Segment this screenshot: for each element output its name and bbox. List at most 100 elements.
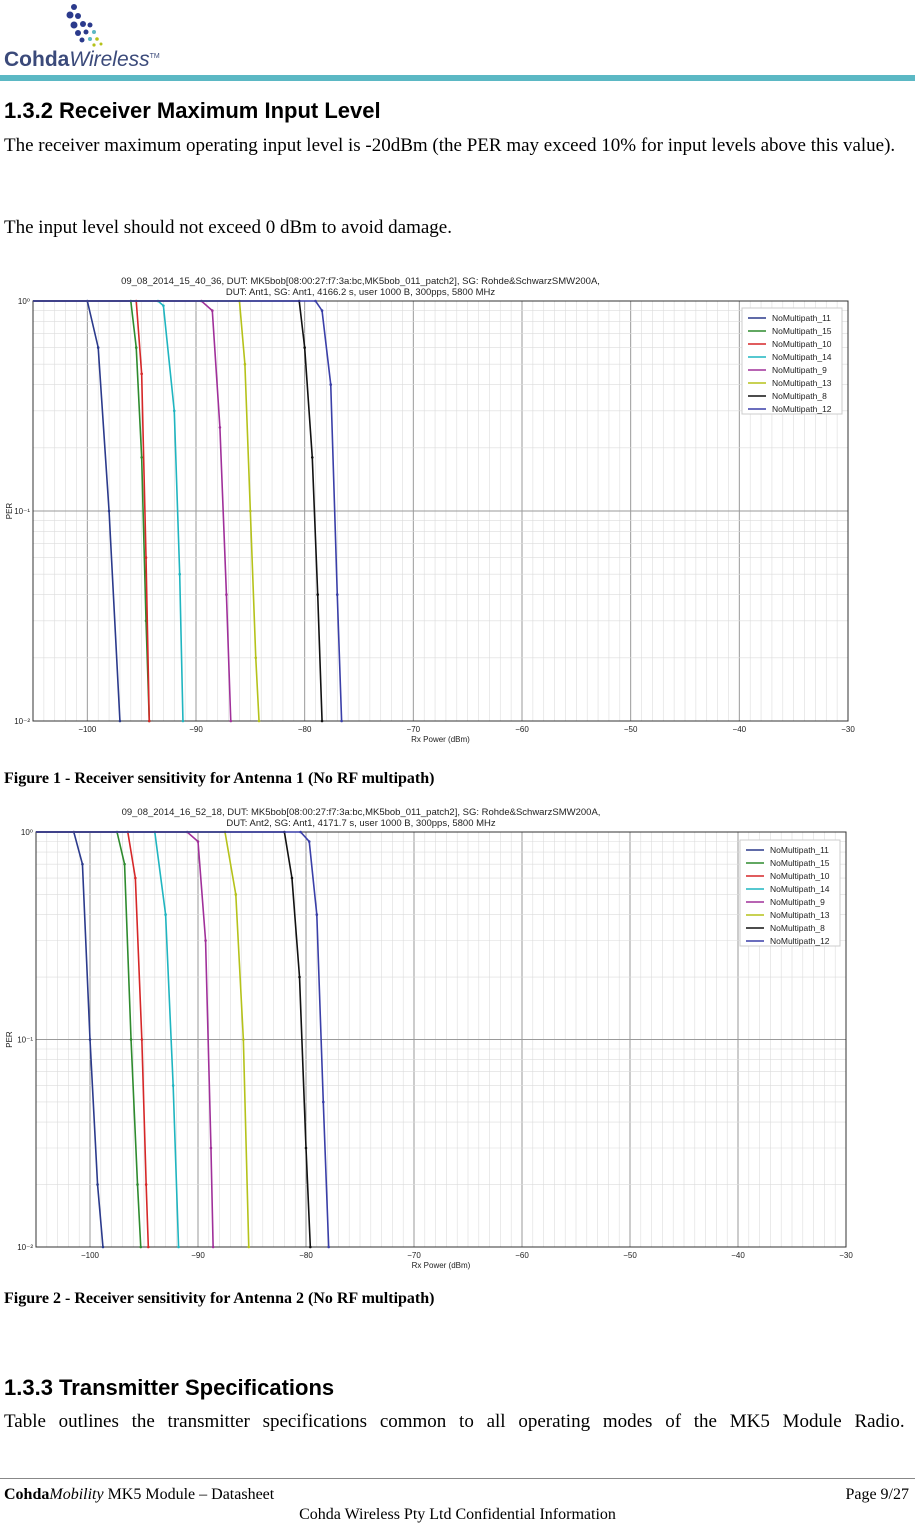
data-point-NoMultipath_15 [123, 863, 126, 866]
data-point-NoMultipath_12 [321, 309, 324, 312]
data-point-NoMultipath_14 [173, 410, 176, 413]
data-point-NoMultipath_9 [225, 593, 228, 596]
y-axis-label: PER [5, 503, 14, 520]
data-point-NoMultipath_15 [130, 1038, 133, 1041]
section-heading-receiver: 1.3.2 Receiver Maximum Input Level [4, 98, 381, 124]
data-point-NoMultipath_9 [212, 1246, 215, 1249]
footer-doc-title: CohdaMobility MK5 Module – Datasheet [4, 1486, 274, 1504]
data-point-NoMultipath_8 [298, 976, 301, 979]
data-point-NoMultipath_15 [136, 1183, 139, 1186]
y-tick-label: 10⁻¹ [17, 1036, 33, 1045]
legend-label: NoMultipath_11 [772, 313, 831, 323]
x-axis-label: Rx Power (dBm) [411, 735, 470, 744]
data-point-NoMultipath_13 [249, 510, 252, 513]
data-point-NoMultipath_12 [322, 1101, 325, 1104]
paragraph-transmitter: Table outlines the transmitter specifica… [4, 1408, 907, 1436]
legend-label: NoMultipath_9 [772, 365, 827, 375]
data-point-NoMultipath_13 [258, 720, 261, 723]
y-tick-label: 10⁻² [14, 717, 30, 726]
data-point-NoMultipath_8 [311, 456, 314, 459]
data-point-NoMultipath_12 [336, 593, 339, 596]
logo-wordmark: CohdaWirelessTM [4, 48, 160, 72]
data-point-NoMultipath_10 [147, 1246, 150, 1249]
chart-1-svg: 09_08_2014_15_40_36, DUT: MK5bob[08:00:2… [0, 275, 915, 745]
data-point-NoMultipath_9 [210, 1147, 213, 1150]
data-point-NoMultipath_8 [303, 346, 306, 349]
x-tick-label: −50 [624, 725, 638, 734]
legend-label: NoMultipath_9 [770, 897, 825, 907]
data-point-NoMultipath_8 [321, 720, 324, 723]
y-tick-label: 10⁻¹ [14, 507, 30, 516]
x-tick-label: −60 [515, 1251, 529, 1260]
data-point-NoMultipath_12 [308, 840, 311, 843]
data-point-NoMultipath_10 [145, 556, 148, 559]
legend-label: NoMultipath_14 [772, 352, 832, 362]
data-point-NoMultipath_14 [178, 573, 181, 576]
data-point-NoMultipath_11 [102, 1246, 105, 1249]
data-point-NoMultipath_13 [244, 363, 247, 366]
data-point-NoMultipath_11 [96, 1183, 99, 1186]
chart-title: 09_08_2014_15_40_36, DUT: MK5bob[08:00:2… [121, 276, 600, 287]
legend-label: NoMultipath_14 [770, 884, 830, 894]
chart-2-svg: 09_08_2014_16_52_18, DUT: MK5bob[08:00:2… [0, 806, 915, 1271]
paragraph-max-input: The receiver maximum operating input lev… [4, 132, 907, 159]
data-point-NoMultipath_11 [108, 510, 111, 513]
data-point-NoMultipath_13 [254, 656, 257, 659]
figure-2-caption: Figure 2 - Receiver sensitivity for Ante… [4, 1290, 434, 1308]
section-heading-transmitter: 1.3.3 Transmitter Specifications [4, 1375, 334, 1401]
data-point-NoMultipath_10 [134, 877, 137, 880]
data-point-NoMultipath_9 [211, 309, 214, 312]
x-tick-label: −80 [299, 1251, 313, 1260]
x-tick-label: −40 [733, 725, 747, 734]
footer-confidential: Cohda Wireless Pty Ltd Confidential Info… [0, 1506, 915, 1524]
data-point-NoMultipath_13 [242, 1038, 245, 1041]
x-tick-label: −30 [841, 725, 855, 734]
data-point-NoMultipath_14 [182, 720, 185, 723]
legend-label: NoMultipath_13 [772, 378, 832, 388]
legend-label: NoMultipath_8 [770, 923, 825, 933]
legend-label: NoMultipath_15 [770, 858, 830, 868]
footer-divider [0, 1478, 915, 1479]
data-point-NoMultipath_12 [314, 300, 317, 303]
header-accent-bar [0, 75, 915, 81]
x-tick-label: −60 [515, 725, 529, 734]
chart-subtitle: DUT: Ant2, SG: Ant1, 4171.7 s, user 1000… [226, 818, 496, 829]
chart-title: 09_08_2014_16_52_18, DUT: MK5bob[08:00:2… [122, 807, 601, 818]
data-point-NoMultipath_8 [291, 877, 294, 880]
data-point-NoMultipath_10 [140, 373, 143, 376]
data-point-NoMultipath_12 [329, 383, 332, 386]
data-point-NoMultipath_15 [140, 456, 143, 459]
paragraph-damage: The input level should not exceed 0 dBm … [4, 214, 907, 241]
data-point-NoMultipath_9 [204, 939, 207, 942]
x-tick-label: −90 [189, 725, 203, 734]
y-tick-label: 10⁰ [18, 297, 30, 306]
logo-dots-icon [4, 2, 174, 52]
y-tick-label: 10⁻² [17, 1243, 33, 1252]
data-point-NoMultipath_15 [139, 1246, 142, 1249]
figure-1-caption: Figure 1 - Receiver sensitivity for Ante… [4, 770, 434, 788]
data-point-NoMultipath_13 [247, 1246, 250, 1249]
legend-label: NoMultipath_11 [770, 845, 829, 855]
legend-label: NoMultipath_12 [770, 936, 830, 946]
legend-label: NoMultipath_8 [772, 391, 827, 401]
data-point-NoMultipath_12 [299, 831, 302, 834]
x-tick-label: −70 [407, 725, 421, 734]
data-point-NoMultipath_8 [309, 1246, 312, 1249]
x-tick-label: −70 [407, 1251, 421, 1260]
x-tick-label: −30 [839, 1251, 853, 1260]
figure-2-chart: 09_08_2014_16_52_18, DUT: MK5bob[08:00:2… [0, 806, 915, 1276]
data-point-NoMultipath_9 [197, 840, 200, 843]
figure-1-chart: 09_08_2014_15_40_36, DUT: MK5bob[08:00:2… [0, 275, 915, 750]
x-tick-label: −40 [731, 1251, 745, 1260]
x-tick-label: −90 [191, 1251, 205, 1260]
data-point-NoMultipath_10 [148, 720, 151, 723]
data-point-NoMultipath_11 [89, 1038, 92, 1041]
data-point-NoMultipath_11 [81, 863, 84, 866]
x-axis-label: Rx Power (dBm) [412, 1261, 471, 1270]
data-point-NoMultipath_10 [141, 1038, 144, 1041]
data-point-NoMultipath_14 [162, 304, 165, 307]
data-point-NoMultipath_14 [172, 1084, 175, 1087]
footer-page-number: Page 9/27 [845, 1486, 909, 1504]
x-tick-label: −80 [298, 725, 312, 734]
y-tick-label: 10⁰ [21, 828, 33, 837]
